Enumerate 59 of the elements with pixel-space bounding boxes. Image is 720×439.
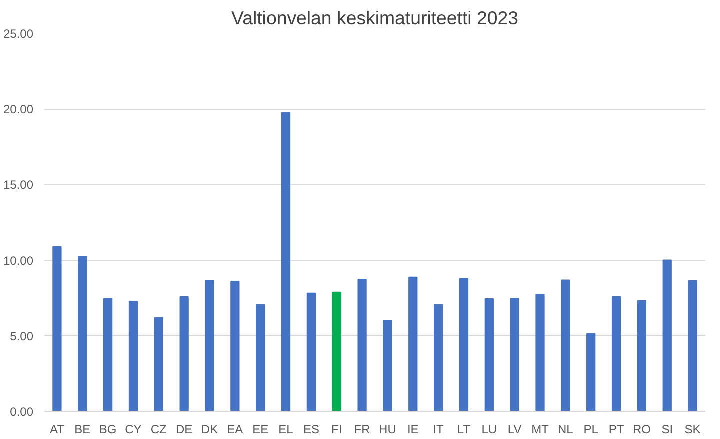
y-tick-label: 20.00 — [3, 102, 34, 117]
x-tick-label: FI — [332, 422, 342, 436]
y-tick-label: 15.00 — [3, 178, 34, 192]
bar — [612, 296, 622, 412]
bar — [561, 280, 570, 412]
x-tick-label: SI — [662, 422, 674, 436]
x-tick-label: NL — [558, 422, 574, 436]
bar — [383, 320, 392, 412]
x-tick-label: ES — [303, 422, 320, 436]
x-tick-label: BE — [74, 422, 91, 436]
x-tick-label: SK — [684, 422, 701, 436]
x-tick-label: LT — [457, 422, 472, 436]
y-tick-label: 5.00 — [10, 329, 34, 344]
x-tick-label: EA — [227, 422, 244, 436]
bar — [484, 298, 494, 412]
x-tick-label: LU — [482, 422, 498, 436]
bar — [536, 294, 545, 412]
y-tick-label: 0.00 — [10, 405, 34, 419]
chart-title: Valtionvelan keskimaturiteetti 2023 — [232, 8, 518, 28]
bar — [180, 296, 189, 412]
x-tick-label: EE — [252, 422, 269, 436]
bar — [662, 260, 672, 412]
bar — [205, 280, 214, 412]
bar — [52, 246, 62, 412]
x-tick-label: BG — [99, 422, 117, 436]
bar — [256, 304, 266, 412]
x-tick-label: PL — [584, 422, 599, 436]
x-tick-label: IE — [407, 422, 419, 436]
bar — [408, 276, 418, 412]
x-tick-label: FR — [354, 422, 371, 436]
x-tick-label: PT — [608, 422, 625, 436]
y-tick-label: 10.00 — [3, 254, 34, 268]
x-tick-label: RO — [632, 422, 651, 436]
bar — [434, 304, 444, 412]
x-tick-label: DK — [201, 422, 218, 436]
x-tick-label: EL — [278, 422, 294, 436]
x-tick-label: AT — [50, 422, 66, 436]
x-tick-label: LV — [508, 422, 522, 436]
bar — [332, 292, 342, 412]
y-tick-label: 25.00 — [3, 27, 34, 41]
bar — [306, 292, 316, 412]
bar — [459, 278, 469, 412]
bar — [103, 298, 113, 412]
bar — [281, 112, 291, 412]
x-tick-label: CZ — [150, 422, 167, 436]
bar — [154, 317, 164, 412]
bar — [128, 301, 138, 412]
x-tick-label: DE — [176, 422, 193, 436]
x-tick-label: CY — [125, 422, 142, 436]
bar — [358, 279, 367, 412]
bar — [230, 281, 240, 412]
bar — [78, 256, 88, 412]
bar — [688, 280, 698, 412]
x-tick-label: IT — [433, 422, 445, 436]
x-tick-label: MT — [532, 422, 550, 436]
bar — [586, 333, 596, 412]
bar — [510, 298, 520, 412]
bar — [637, 300, 647, 412]
x-tick-label: HU — [379, 422, 396, 436]
